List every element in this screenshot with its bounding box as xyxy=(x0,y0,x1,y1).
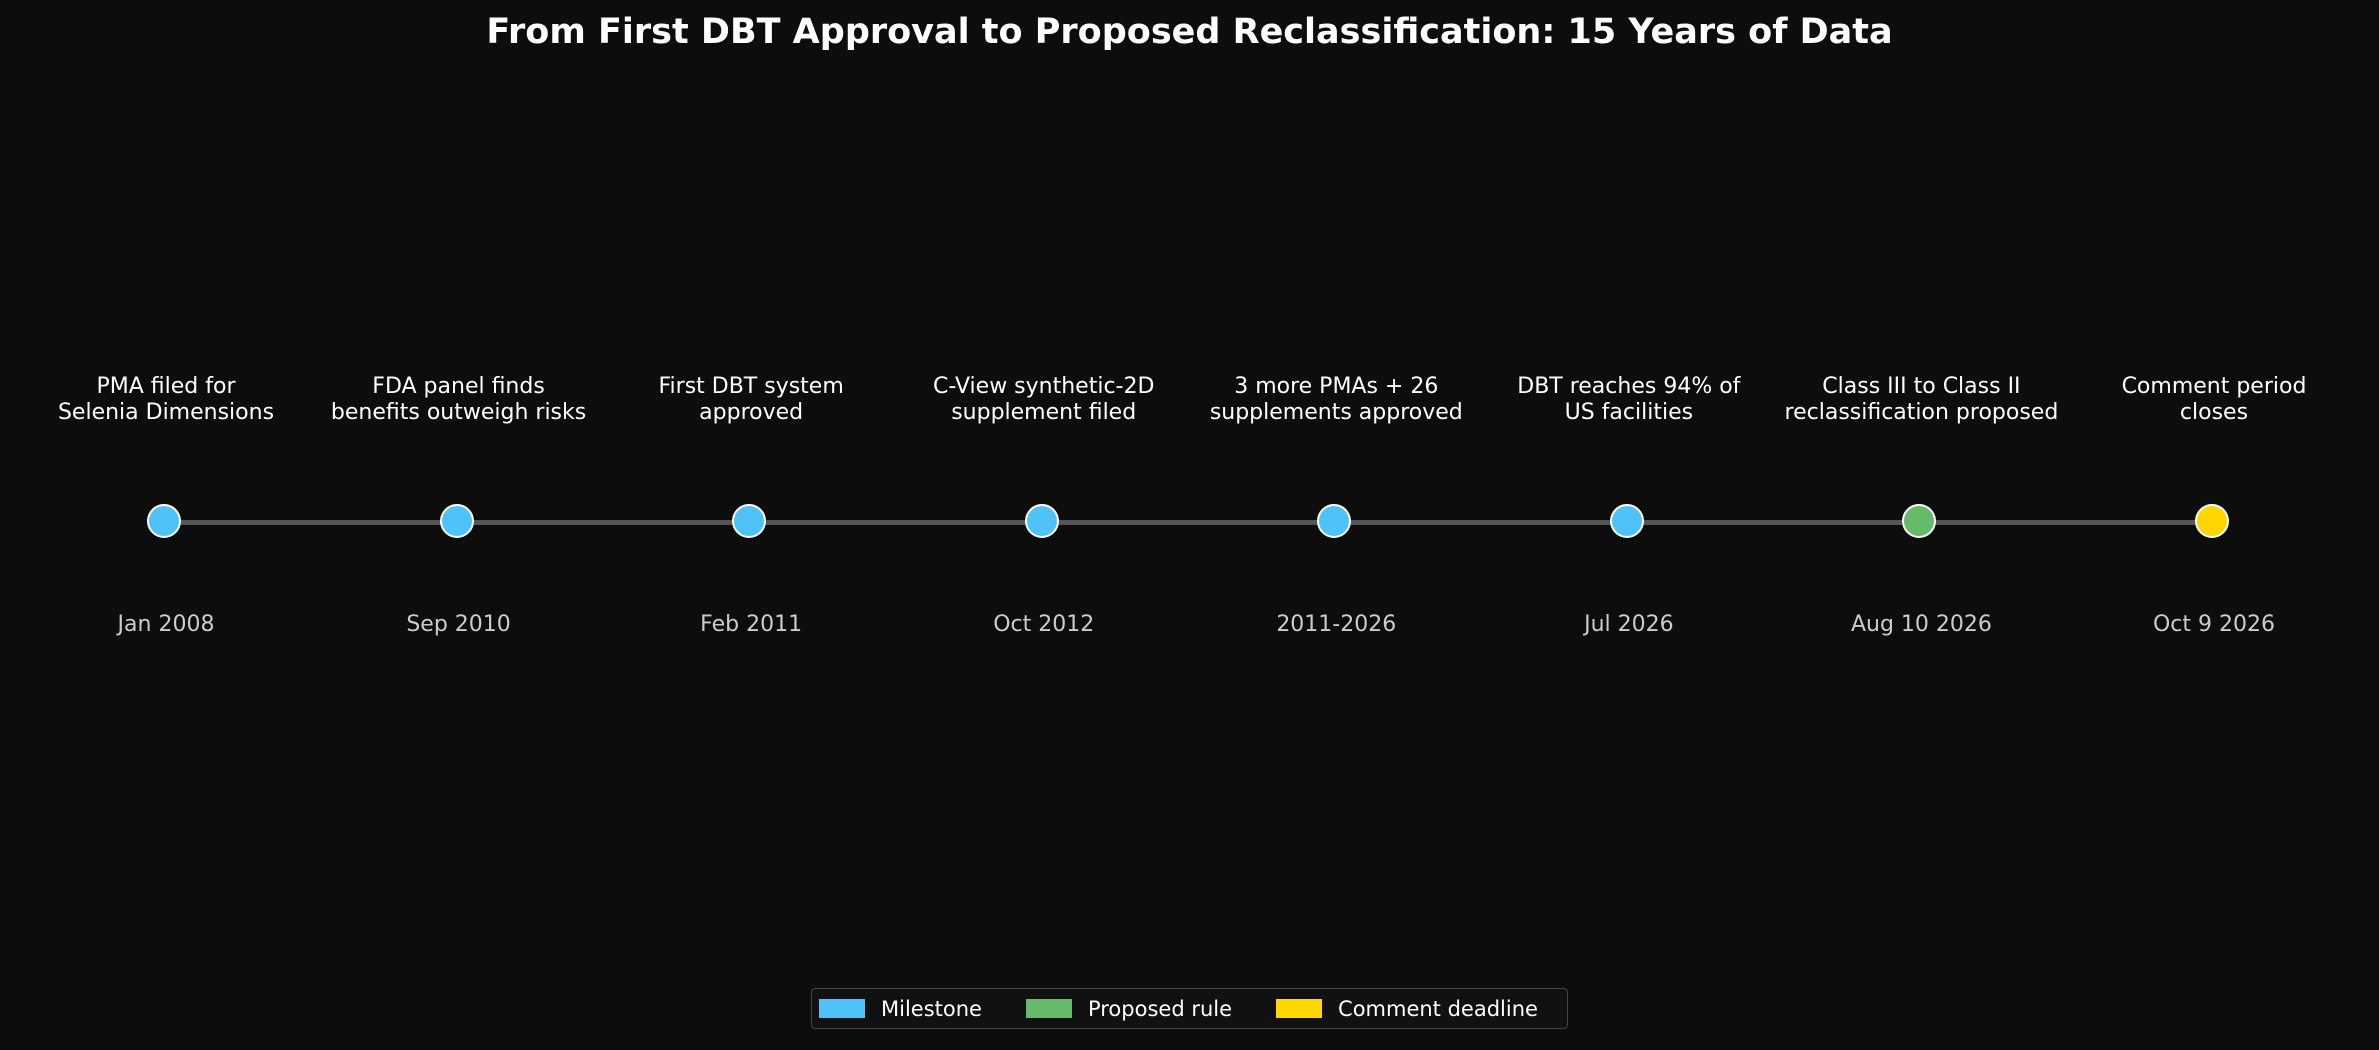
event-marker-milestone xyxy=(147,504,181,538)
event-marker-milestone xyxy=(1024,504,1059,538)
legend-swatch xyxy=(819,999,865,1018)
event-date: Oct 9 2026 xyxy=(2152,612,2275,637)
legend-swatch xyxy=(1276,999,1323,1018)
event-label: Comment period closes xyxy=(2121,374,2307,425)
event-label: PMA filed for Selenia Dimensions xyxy=(57,374,275,425)
event-label: DBT reaches 94% of US facilities xyxy=(1517,374,1741,425)
event-label: Class III to Class II reclassification p… xyxy=(1784,374,2059,425)
event-date: 2011-2026 xyxy=(1276,612,1397,637)
event-label: C-View synthetic-2D supplement filed xyxy=(932,374,1155,425)
event-date: Sep 2010 xyxy=(406,612,511,637)
legend-label: Proposed rule xyxy=(1087,996,1233,1021)
event-date: Oct 2012 xyxy=(993,612,1095,637)
legend-label: Milestone xyxy=(881,996,982,1021)
legend-swatch xyxy=(1025,999,1072,1018)
legend-item-milestone: Milestone xyxy=(819,997,982,1021)
chart-title: From First DBT Approval to Proposed Recl… xyxy=(486,12,1893,52)
legend-item-proposed-rule: Proposed rule xyxy=(1025,996,1233,1021)
event-marker-milestone xyxy=(1317,504,1352,538)
event-label: FDA panel finds benefits outweigh risks xyxy=(330,374,587,425)
legend-label: Comment deadline xyxy=(1338,996,1538,1021)
event-marker-comment-deadline xyxy=(2195,504,2229,538)
event-marker-milestone xyxy=(1609,504,1644,538)
event-label: 3 more PMAs + 26 supplements approved xyxy=(1209,374,1463,425)
event-date: Jan 2008 xyxy=(117,612,215,637)
event-label: First DBT system approved xyxy=(658,374,844,425)
event-marker-milestone xyxy=(439,504,474,538)
event-marker-milestone xyxy=(732,504,767,538)
event-date: Jul 2026 xyxy=(1584,612,1674,637)
event-date: Feb 2011 xyxy=(700,612,803,637)
timeline-axis-line xyxy=(166,520,2214,525)
legend: Milestone Proposed rule Comment deadline xyxy=(811,988,1568,1029)
event-date: Aug 10 2026 xyxy=(1850,612,1992,637)
event-marker-proposed-rule xyxy=(1902,504,1937,538)
legend-item-comment-deadline: Comment deadline xyxy=(1276,997,1538,1021)
